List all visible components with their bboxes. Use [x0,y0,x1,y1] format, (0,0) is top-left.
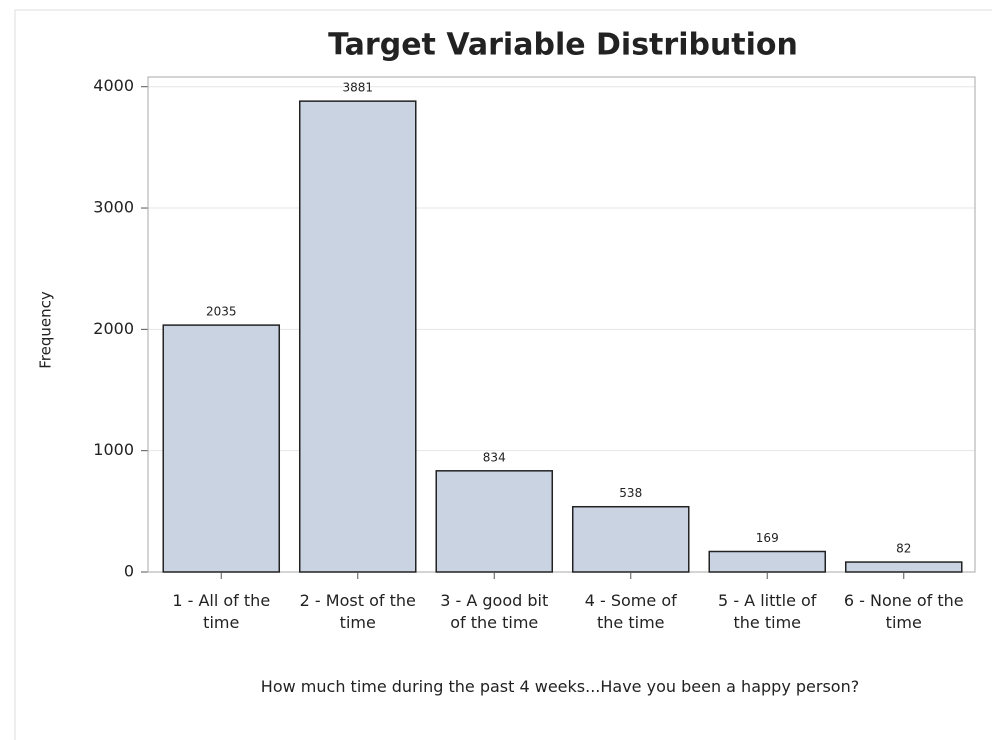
x-axis-title: How much time during the past 4 weeks...… [260,677,860,696]
value-label: 169 [756,531,779,545]
x-tick-label: 2 - Most of the time [299,591,416,632]
bar [162,324,281,573]
x-tick-label: 3 - A good bit of the time [440,591,549,632]
bar [844,561,963,573]
bar [571,505,690,573]
bar [435,470,554,573]
y-tick-label: 4000 [93,76,134,95]
x-tick-label: 1 - All of the time [172,591,271,632]
bar [708,550,827,573]
value-label: 538 [619,486,642,500]
y-tick-label: 3000 [93,198,134,217]
value-label: 82 [896,542,911,556]
value-label: 3881 [342,81,373,95]
y-tick-label: 0 [124,562,134,581]
y-tick-label: 1000 [93,440,134,459]
y-axis-title: Frequency [37,291,55,369]
plot-frame [147,76,976,573]
x-tick-label: 4 - Some of the time [584,591,677,632]
value-label: 2035 [206,305,237,319]
x-tick-label: 6 - None of the time [843,591,964,632]
x-tick-label: 5 - A little of the time [718,591,817,632]
value-label: 834 [483,450,506,464]
y-tick-label: 2000 [93,319,134,338]
bar [298,100,417,573]
chart-title: Target Variable Distribution [328,28,798,63]
